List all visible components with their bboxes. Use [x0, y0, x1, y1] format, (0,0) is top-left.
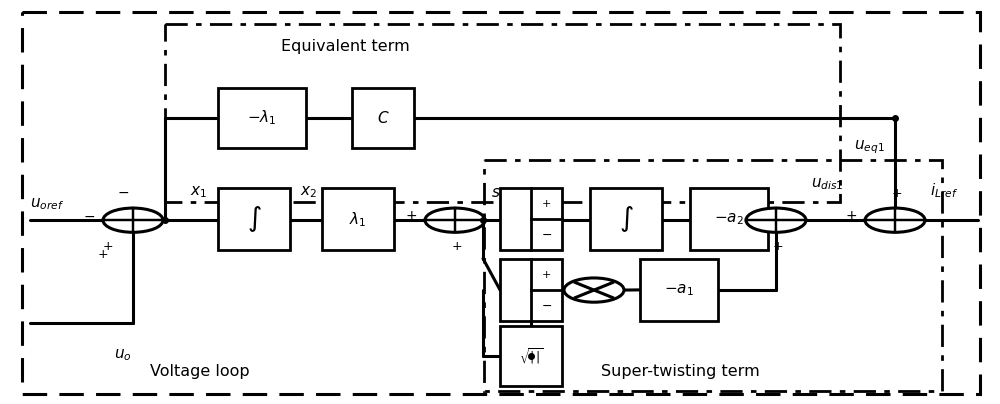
- Circle shape: [425, 208, 485, 232]
- Text: $\lambda_1$: $\lambda_1$: [349, 210, 367, 229]
- Text: $u_{oref}$: $u_{oref}$: [30, 196, 64, 212]
- Text: $-$: $-$: [541, 299, 552, 312]
- Bar: [218, 188, 290, 250]
- Text: Equivalent term: Equivalent term: [281, 39, 409, 54]
- Text: $\sqrt{|\,|}$: $\sqrt{|\,|}$: [519, 346, 543, 366]
- Text: $s$: $s$: [491, 185, 501, 200]
- Bar: [352, 88, 414, 148]
- Text: $+$: $+$: [405, 209, 417, 223]
- Text: $+$: $+$: [541, 198, 552, 209]
- Circle shape: [564, 278, 624, 302]
- Bar: [165, 24, 840, 202]
- Bar: [590, 188, 662, 250]
- Text: $x_1$: $x_1$: [190, 184, 207, 200]
- Text: $x_2$: $x_2$: [300, 184, 317, 200]
- Text: $u_o$: $u_o$: [114, 347, 132, 363]
- Bar: [640, 259, 718, 321]
- Text: Voltage loop: Voltage loop: [150, 364, 250, 379]
- Bar: [484, 160, 942, 391]
- Text: $-a_2$: $-a_2$: [714, 211, 744, 227]
- Text: $i_{Lref}$: $i_{Lref}$: [930, 181, 958, 200]
- Text: $u_{eq1}$: $u_{eq1}$: [854, 138, 885, 156]
- Bar: [218, 88, 306, 148]
- Bar: [500, 259, 562, 321]
- Text: $+$: $+$: [102, 240, 114, 253]
- Circle shape: [865, 208, 925, 232]
- Text: $-\lambda_1$: $-\lambda_1$: [247, 109, 277, 127]
- Circle shape: [746, 208, 806, 232]
- Text: $+$: $+$: [772, 240, 784, 253]
- Text: $+$: $+$: [451, 240, 463, 253]
- Text: $-$: $-$: [541, 228, 552, 241]
- Text: $+$: $+$: [726, 209, 738, 223]
- Text: $-a_1$: $-a_1$: [664, 282, 694, 298]
- Text: $C$: $C$: [377, 110, 389, 126]
- Text: $+$: $+$: [541, 269, 552, 280]
- Text: $u_{dis1}$: $u_{dis1}$: [811, 176, 844, 192]
- Text: $-$: $-$: [117, 185, 129, 199]
- Bar: [322, 188, 394, 250]
- Bar: [500, 326, 562, 386]
- Text: $+$: $+$: [845, 209, 857, 223]
- Bar: [500, 188, 562, 250]
- Text: $+$: $+$: [891, 187, 903, 200]
- Bar: [690, 188, 768, 250]
- Text: Super-twisting term: Super-twisting term: [601, 364, 759, 379]
- Text: $\int$: $\int$: [247, 204, 261, 234]
- Text: $\int$: $\int$: [619, 204, 633, 234]
- Text: $-$: $-$: [83, 209, 95, 223]
- Text: $+$: $+$: [97, 248, 109, 261]
- Circle shape: [103, 208, 163, 232]
